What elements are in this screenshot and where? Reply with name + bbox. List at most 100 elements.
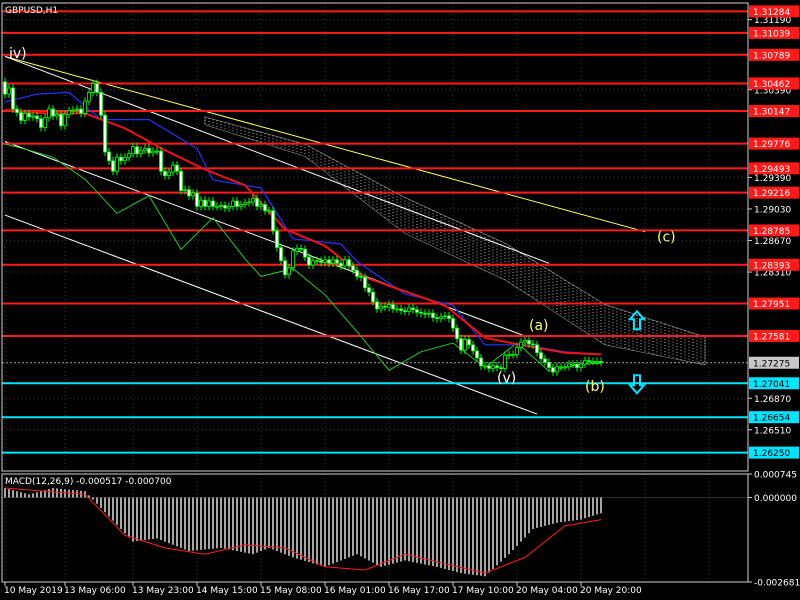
x-tick-label: 17 May 10:00 — [452, 586, 514, 596]
candle-body — [123, 156, 127, 162]
candle-body — [567, 363, 571, 368]
candle-body — [147, 148, 151, 154]
price-level-badge — [749, 186, 799, 199]
candle-body — [87, 91, 91, 102]
wave-label: iv) — [9, 46, 27, 62]
candle-body — [71, 109, 75, 112]
candle-body — [63, 113, 67, 127]
candle-body — [523, 340, 527, 343]
macd-y-tick-label: 0.000745 — [754, 471, 797, 481]
candle-body — [43, 117, 47, 128]
candle-body — [423, 312, 427, 315]
arrow-down-icon — [627, 374, 647, 395]
candle-body — [543, 358, 547, 363]
wave-label: (v) — [497, 370, 516, 386]
main-panel-frame — [1, 2, 749, 472]
blue-moving-average — [4, 91, 602, 355]
candle-body — [339, 262, 343, 267]
price-level-badge-label: 1.28785 — [753, 227, 790, 237]
candle-body — [291, 250, 295, 269]
candle-body — [415, 309, 419, 313]
candle-body — [547, 361, 551, 368]
current-price-label: 1.27275 — [753, 359, 790, 369]
candle-body — [583, 360, 587, 365]
candle-body — [375, 301, 379, 310]
candle-body — [223, 205, 227, 209]
candle-body — [383, 305, 387, 308]
x-tick-label: 13 May 06:00 — [64, 586, 126, 596]
candle-body — [127, 153, 131, 158]
candle-body — [103, 114, 107, 153]
x-tick-label: 14 May 15:00 — [196, 586, 258, 596]
candle-body — [55, 113, 59, 117]
candle-body — [451, 318, 455, 329]
x-tick-label: 13 May 23:00 — [132, 586, 194, 596]
candle-body — [3, 81, 7, 95]
candle-body — [299, 247, 303, 250]
candle-body — [259, 204, 263, 207]
price-level-badge — [749, 329, 799, 342]
candle-body — [143, 148, 147, 151]
price-level-badge-label: 1.27041 — [753, 380, 790, 390]
candle-body — [195, 192, 199, 207]
price-level-badge-label: 1.30462 — [753, 80, 790, 90]
candle-body — [395, 308, 399, 311]
candle-body — [431, 312, 435, 319]
price-level-badge-label: 1.30789 — [753, 51, 790, 61]
y-tick-label: 1.30390 — [754, 86, 791, 96]
candle-body — [403, 310, 407, 313]
candle-body — [387, 304, 391, 308]
candle-body — [331, 259, 335, 264]
candle-body — [347, 259, 351, 267]
candle-body — [419, 311, 423, 314]
candle-body — [503, 354, 507, 369]
y-tick-label: 1.29030 — [754, 205, 791, 215]
x-tick-label: 16 May 17:00 — [388, 586, 450, 596]
candle-body — [275, 230, 279, 248]
candle-body — [119, 156, 123, 162]
candle-body — [587, 360, 591, 362]
candle-body — [51, 108, 55, 117]
candle-body — [263, 204, 267, 212]
candle-body — [483, 365, 487, 368]
price-level-badge — [749, 377, 799, 390]
price-level-badge — [749, 446, 799, 459]
annotation-layer: iv) (a) (v) (b) (c) — [9, 46, 676, 395]
x-tick-label: 10 May 2019 — [4, 586, 63, 596]
price-level-badge — [749, 26, 799, 39]
candle-body — [59, 113, 63, 127]
candle-body — [391, 304, 395, 310]
price-level-badge — [749, 5, 799, 18]
x-tick-label: 15 May 08:00 — [260, 586, 322, 596]
candle-body — [595, 361, 599, 363]
candle-body — [479, 357, 483, 367]
candle-body — [495, 365, 499, 368]
candle-body — [307, 256, 311, 266]
candle-body — [35, 115, 39, 120]
candle-body — [7, 87, 11, 95]
candle-body — [179, 170, 183, 191]
candle-body — [471, 344, 475, 352]
candle-body — [555, 366, 559, 373]
candle-body — [487, 365, 491, 369]
label-layer: 1.31190 1.30390 1.29390 1.29030 1.28670 1.283… — [4, 5, 800, 596]
candle-body — [295, 247, 299, 252]
candle-body — [67, 110, 71, 115]
candle-body — [571, 363, 575, 366]
candle-body — [159, 150, 163, 172]
candle-body — [135, 146, 139, 155]
y-tick-label: 1.28670 — [754, 237, 791, 247]
candle-body — [171, 164, 175, 173]
cloud-layer — [204, 116, 706, 366]
price-level-badge-label: 1.26654 — [753, 414, 790, 424]
candle-body — [371, 291, 375, 303]
x-tick-label: 20 May 04:00 — [516, 586, 578, 596]
candle-body — [99, 91, 103, 116]
candle-body — [139, 149, 143, 155]
candle-body — [435, 317, 439, 320]
candle-body — [219, 205, 223, 207]
candle-body — [399, 308, 403, 312]
candle-body — [279, 247, 283, 262]
candle-body — [579, 363, 583, 368]
